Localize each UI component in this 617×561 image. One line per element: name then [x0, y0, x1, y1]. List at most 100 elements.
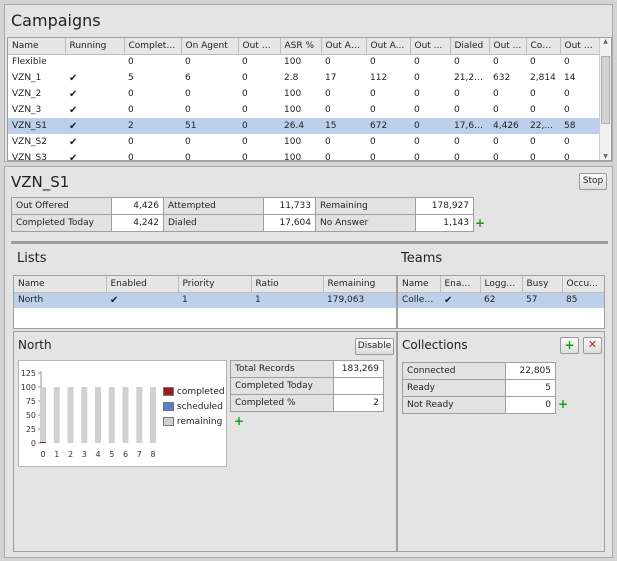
- campaigns-cell: 0: [128, 105, 134, 115]
- campaigns-cell: 0: [493, 137, 499, 147]
- campaigns-cell: 0: [128, 153, 134, 161]
- collections-stat-label: Ready: [402, 379, 506, 397]
- campaigns-row[interactable]: VZN_S3 ✔ 0 0 0 100 0 0 0 0 0 0 0: [8, 150, 600, 161]
- campaigns-table: Name Running Complete... On Agent Out D... AS…: [8, 38, 601, 161]
- campaigns-column-header[interactable]: Out Ab...: [321, 38, 367, 55]
- campaigns-cell: 0: [414, 57, 420, 68]
- lists-column-header[interactable]: Name: [14, 276, 107, 293]
- teams-column-header[interactable]: Enabl...: [440, 276, 481, 293]
- campaigns-cell: 15: [321, 118, 366, 134]
- north-stat-label: Completed %: [230, 394, 334, 412]
- campaigns-row[interactable]: VZN_1 ✔ 5 6 0 2.8 17 112 0 21,202 632 2,814 14: [8, 70, 600, 86]
- campaigns-cell: 4,426: [489, 118, 526, 134]
- scroll-down-arrow-icon[interactable]: ▼: [603, 153, 608, 160]
- teams-cell: 85: [562, 292, 604, 308]
- y-tick-label: 50: [26, 411, 36, 420]
- lists-row[interactable]: North ✔ 1 1 179,063: [14, 292, 396, 308]
- campaigns-cell: 17: [325, 73, 337, 83]
- teams-column-header[interactable]: Occu...: [562, 276, 604, 293]
- campaigns-cell: 0: [238, 118, 280, 134]
- detail-stat-row: Out Offered 4,426 Attempted 11,733 Remaining…: [11, 197, 474, 215]
- lists-column-header[interactable]: Enabled: [106, 276, 179, 293]
- scrollbar-thumb[interactable]: [601, 56, 610, 124]
- detail-stat-label: Out Offered: [11, 197, 112, 215]
- campaigns-column-header[interactable]: Dialed: [450, 38, 490, 55]
- legend-remaining-swatch: [163, 417, 174, 426]
- lists-cell: 1: [251, 292, 323, 308]
- collections-add-icon[interactable]: +: [558, 397, 569, 411]
- campaigns-cell: 0: [325, 57, 331, 68]
- campaigns-column-header[interactable]: Out D...: [238, 38, 281, 55]
- campaigns-column-header[interactable]: Out ...: [489, 38, 527, 55]
- detail-stat-value: 17,604: [263, 214, 316, 232]
- campaigns-cell: 0: [454, 105, 460, 115]
- north-stats-table: Total Records 183,269 Completed Today Compl…: [230, 360, 384, 412]
- campaigns-cell: 0: [325, 89, 331, 99]
- campaigns-column-header[interactable]: Name: [8, 38, 66, 55]
- campaigns-column-header[interactable]: Con...: [526, 38, 561, 55]
- teams-column-header[interactable]: Busy: [522, 276, 563, 293]
- campaigns-column-header[interactable]: Complete...: [124, 38, 182, 55]
- campaigns-column-header[interactable]: On Agent: [181, 38, 239, 55]
- remove-collection-button[interactable]: ✕: [583, 337, 602, 354]
- campaigns-column-header[interactable]: Running: [65, 38, 125, 55]
- campaigns-cell: 0: [410, 118, 450, 134]
- detail-stat-label: Remaining: [315, 197, 416, 215]
- detail-stat-value: 1,143: [415, 214, 474, 232]
- detail-stat-value: 4,242: [111, 214, 164, 232]
- campaigns-title: Campaigns: [11, 11, 101, 30]
- teams-row[interactable]: Collec... ✔ 62 57 85: [398, 292, 604, 308]
- campaigns-column-header[interactable]: ASR %: [280, 38, 322, 55]
- add-icon[interactable]: +: [475, 216, 486, 230]
- scroll-up-arrow-icon[interactable]: ▲: [603, 38, 608, 45]
- campaigns-cell: 0: [414, 89, 420, 99]
- campaigns-cell: 0: [454, 57, 460, 68]
- x-tick-label: 1: [54, 450, 59, 459]
- campaigns-cell: 0: [185, 89, 191, 99]
- lists-column-header[interactable]: Remaining: [323, 276, 396, 293]
- horizontal-splitter[interactable]: [11, 241, 608, 244]
- detail-stat-label: Attempted: [163, 197, 264, 215]
- campaigns-cell: VZN_3: [12, 105, 42, 115]
- campaigns-column-header[interactable]: Out ...: [410, 38, 451, 55]
- bar-remaining: [136, 387, 143, 443]
- campaigns-row[interactable]: VZN_S1 ✔ 2 51 0 26.4 15 672 0 17,604 4,426 22,... 58: [8, 118, 600, 134]
- campaigns-cell: 672: [366, 118, 410, 134]
- x-tick-label: 0: [40, 450, 45, 459]
- campaigns-cell: 100: [284, 105, 302, 115]
- north-add-icon[interactable]: +: [234, 414, 245, 428]
- legend-scheduled-swatch: [163, 402, 174, 411]
- x-tick-label: 6: [123, 450, 128, 459]
- campaigns-cell: 0: [414, 137, 420, 147]
- campaigns-row[interactable]: VZN_2 ✔ 0 0 0 100 0 0 0 0 0 0 0: [8, 86, 600, 102]
- collections-stat-value: 0: [505, 396, 556, 414]
- detail-stat-label: Dialed: [163, 214, 264, 232]
- north-stat-row: Total Records 183,269: [230, 360, 384, 378]
- bar-remaining: [150, 387, 156, 443]
- campaigns-cell: 0: [370, 137, 376, 147]
- campaigns-cell: ✔: [69, 136, 78, 148]
- campaigns-cell: VZN_S2: [12, 137, 47, 147]
- campaigns-row[interactable]: VZN_S2 ✔ 0 0 0 100 0 0 0 0 0 0 0: [8, 134, 600, 150]
- bar-remaining: [53, 387, 60, 443]
- teams-column-header[interactable]: Name: [398, 276, 441, 293]
- teams-title: Teams: [401, 251, 443, 266]
- lists-column-header[interactable]: Priority: [178, 276, 252, 293]
- campaigns-scrollbar[interactable]: ▲ ▼: [599, 38, 611, 160]
- disable-button[interactable]: Disable: [355, 338, 394, 355]
- campaigns-cell: 0: [128, 57, 134, 68]
- campaigns-column-header[interactable]: Out A...: [366, 38, 411, 55]
- campaigns-row[interactable]: VZN_3 ✔ 0 0 0 100 0 0 0 0 0 0 0: [8, 102, 600, 118]
- campaigns-row[interactable]: Flexible 0 0 0 100 0 0 0 0 0 0 0: [8, 54, 600, 70]
- lists-column-header[interactable]: Ratio: [251, 276, 324, 293]
- bar-remaining: [40, 387, 46, 442]
- teams-column-header[interactable]: Logge...: [480, 276, 523, 293]
- bar-remaining: [81, 387, 88, 443]
- campaigns-cell: 17,604: [450, 118, 489, 134]
- add-collection-button[interactable]: +: [560, 337, 579, 354]
- campaigns-cell: 58: [560, 118, 600, 134]
- campaigns-cell: 0: [370, 105, 376, 115]
- stop-button[interactable]: Stop: [579, 173, 607, 190]
- campaigns-column-header[interactable]: Out Activ...: [560, 38, 601, 55]
- campaigns-cell: 0: [242, 57, 248, 68]
